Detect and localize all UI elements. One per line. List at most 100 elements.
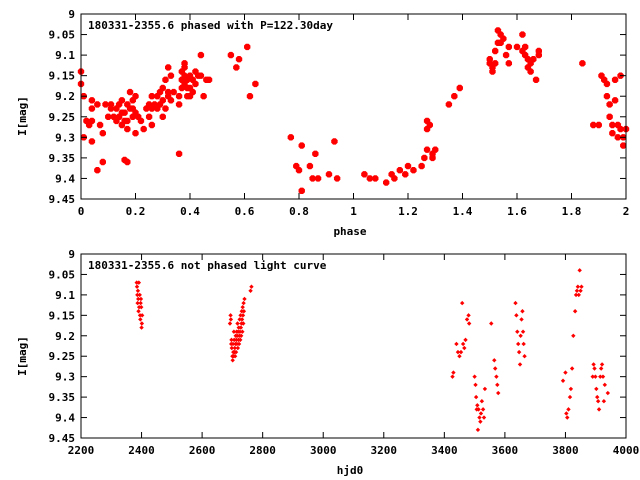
phased-data-point	[603, 93, 611, 100]
unphased-data-point	[238, 337, 243, 343]
unphased-data-point	[229, 345, 234, 351]
phased-data-point	[132, 93, 139, 100]
unphased-data-point	[240, 304, 245, 310]
phased-data-point	[361, 171, 368, 178]
phased-data-point	[391, 175, 398, 182]
unphased-data-point	[564, 411, 569, 416]
unphased-data-point	[473, 394, 479, 400]
unphased-points	[134, 268, 611, 433]
unphased-data-point	[479, 399, 485, 404]
phased-y-tick-label: 9.35	[49, 152, 76, 165]
phased-data-point	[456, 84, 463, 92]
phased-data-point	[197, 72, 205, 79]
unphased-data-point	[241, 309, 247, 314]
phased-data-point	[366, 175, 374, 182]
phased-data-point	[609, 121, 616, 129]
unphased-data-point	[466, 321, 472, 326]
phased-data-point	[521, 43, 529, 51]
unphased-data-point	[573, 292, 579, 298]
unphased-data-point	[599, 362, 605, 367]
phased-data-point	[404, 162, 412, 170]
unphased-data-point	[139, 321, 145, 326]
unphased-data-point	[237, 329, 243, 334]
unphased-data-point	[460, 341, 466, 347]
unphased-data-point	[463, 337, 468, 343]
phased-data-point	[189, 88, 196, 96]
unphased-data-point	[520, 309, 525, 314]
unphased-data-point	[138, 317, 143, 322]
unphased-x-tick-label: 3000	[310, 444, 337, 457]
phased-data-point	[159, 113, 166, 120]
unphased-data-point	[590, 374, 595, 379]
phased-data-point	[252, 80, 259, 88]
phased-data-point	[609, 130, 616, 137]
unphased-data-point	[229, 337, 234, 343]
phased-data-point	[333, 175, 341, 182]
unphased-data-point	[462, 345, 467, 351]
unphased-data-point	[496, 390, 501, 396]
phased-data-point	[170, 88, 177, 96]
unphased-data-point	[230, 358, 235, 363]
unphased-data-point	[242, 296, 247, 302]
phased-data-point	[99, 158, 106, 166]
unphased-data-point	[454, 341, 459, 347]
phased-data-point	[88, 138, 96, 145]
unphased-data-point	[514, 313, 519, 318]
unphased-x-tick-label: 4000	[613, 444, 640, 457]
phased-data-point	[148, 93, 156, 100]
phased-data-point	[519, 31, 526, 38]
phased-data-point	[535, 51, 542, 59]
unphased-data-point	[464, 317, 470, 322]
unphased-data-point	[600, 374, 606, 379]
unphased-data-point	[567, 394, 573, 400]
phased-data-point	[132, 130, 139, 137]
unphased-data-point	[240, 313, 246, 318]
unphased-data-point	[478, 419, 483, 424]
phased-y-tick-label: 9.2	[55, 90, 75, 103]
phased-data-point	[197, 51, 205, 59]
unphased-data-point	[458, 349, 464, 355]
phased-data-point	[396, 167, 404, 174]
unphased-data-point	[230, 341, 236, 347]
phased-data-point	[162, 76, 169, 83]
unphased-data-point	[495, 382, 500, 388]
phased-data-point	[175, 101, 183, 108]
phased-x-tick-label: 0.8	[289, 205, 309, 218]
phased-data-point	[505, 60, 513, 67]
phased-data-point	[532, 76, 540, 83]
unphased-data-point	[572, 309, 578, 314]
unphased-y-tick-label: 9	[68, 248, 75, 261]
unphased-data-point	[139, 313, 145, 318]
phased-data-point	[492, 60, 499, 67]
unphased-data-point	[475, 403, 480, 408]
phased-y-tick-label: 9.25	[49, 111, 76, 124]
phased-data-point	[298, 187, 305, 194]
unphased-data-point	[494, 374, 499, 379]
unphased-data-point	[139, 325, 144, 330]
phased-data-point	[88, 105, 96, 112]
unphased-data-point	[521, 341, 526, 347]
unphased-data-point	[579, 284, 584, 289]
phased-data-point	[118, 97, 126, 104]
unphased-data-point	[518, 333, 523, 338]
phased-data-point	[124, 125, 131, 133]
phased-data-point	[175, 93, 183, 100]
unphased-data-point	[513, 300, 518, 306]
phased-data-point	[94, 167, 101, 174]
unphased-y-tick-labels: 9 9.05 9.1 9.15 9.2 9.25 9.3 9.35 9.4 9.45	[49, 248, 76, 445]
unphased-data-point	[466, 313, 471, 318]
unphased-data-point	[595, 399, 601, 404]
phased-data-point	[126, 88, 134, 96]
phased-data-point	[451, 93, 458, 100]
phased-data-point	[159, 84, 166, 92]
phased-points	[77, 27, 630, 194]
unphased-data-point	[135, 288, 141, 293]
phased-data-point	[137, 117, 145, 125]
unphased-data-point	[136, 280, 142, 285]
unphased-data-point	[563, 370, 568, 375]
unphased-data-point	[601, 399, 607, 404]
unphased-x-tick-label: 3600	[492, 444, 519, 457]
unphased-data-point	[517, 362, 523, 367]
unphased-y-tick-label: 9.4	[55, 412, 75, 425]
phased-y-tick-label: 9.1	[55, 49, 75, 62]
